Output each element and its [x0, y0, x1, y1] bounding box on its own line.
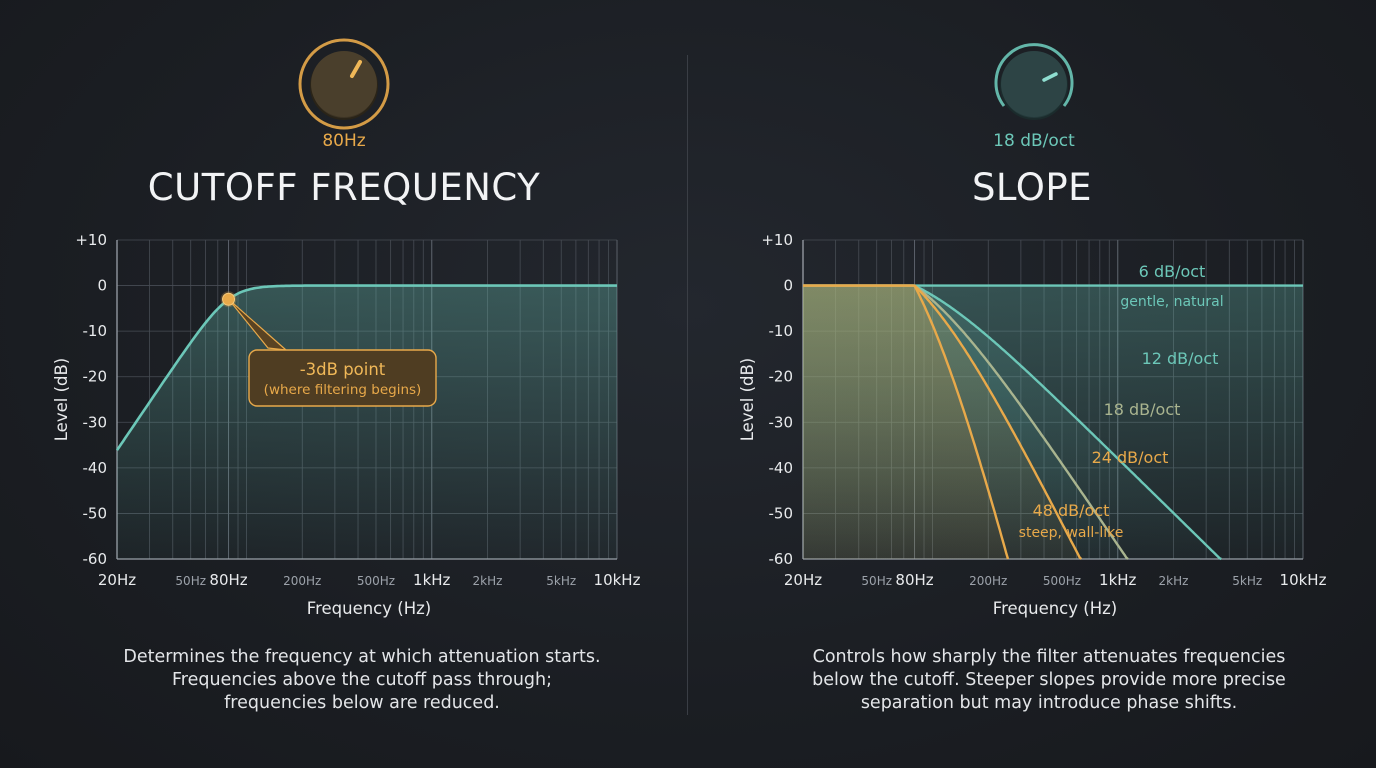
series-label: 12 dB/oct — [1142, 349, 1219, 368]
y-tick-label: -40 — [83, 459, 108, 477]
y-tick-label: -50 — [769, 504, 794, 522]
x-tick-label: 80Hz — [209, 571, 247, 589]
slope-panel: 18 dB/oct SLOPE +10 0 -10 -20 -30 -40 -50 -60 20… — [688, 0, 1376, 768]
x-tick-label: 500Hz — [357, 574, 395, 588]
y-tick-label: +10 — [75, 231, 107, 249]
y-tick-label: 0 — [97, 277, 107, 295]
slope-description-line: Controls how sharply the filter attenuat… — [812, 647, 1286, 667]
y-tick-label: -60 — [769, 550, 794, 568]
x-axis-label: Frequency (Hz) — [993, 599, 1117, 618]
callout-box — [248, 349, 437, 407]
x-tick-label: 2kHz — [473, 574, 503, 588]
cutoff-value: 80Hz — [322, 131, 366, 151]
response-curve — [115, 284, 617, 451]
slope-area — [803, 285, 1008, 559]
x-tick-label: 2kHz — [1159, 574, 1189, 588]
x-tick-label: 50Hz — [175, 574, 206, 588]
cutoff-description-line: Frequencies above the cutoff pass throug… — [171, 670, 553, 690]
series-label: 24 dB/oct — [1092, 448, 1169, 467]
minus-3db-annotation: -3dB point (where filtering begins) — [220, 291, 437, 407]
x-tick-label: 20Hz — [784, 571, 822, 589]
slope-areas — [803, 285, 1303, 559]
series-label: 48 dB/oct — [1033, 501, 1110, 520]
cutoff-description: Determines the frequency at which attenu… — [82, 646, 642, 715]
y-tick-label: -10 — [83, 322, 108, 340]
callout-label: -3dB point — [300, 360, 386, 379]
y-tick-label: -60 — [83, 550, 108, 568]
x-tick-label: 20Hz — [98, 571, 136, 589]
cutoff-title: CUTOFF FREQUENCY — [147, 166, 541, 209]
y-axis-label: Level (dB) — [52, 358, 71, 441]
slope-chart: +10 0 -10 -20 -30 -40 -50 -60 20Hz 50Hz 80Hz 200Hz 5… — [738, 231, 1327, 618]
series-note: gentle, natural — [1120, 294, 1223, 310]
minus-3db-point — [222, 292, 236, 306]
slope-description: Controls how sharply the filter attenuat… — [769, 646, 1329, 715]
y-tick-label: -10 — [769, 322, 794, 340]
y-tick-label: -30 — [769, 413, 794, 431]
x-tick-label: 10kHz — [594, 571, 641, 589]
cutoff-description-line: Determines the frequency at which attenu… — [123, 647, 601, 667]
slope-curve — [803, 284, 1010, 560]
slope-title: SLOPE — [971, 166, 1093, 209]
x-tick-label: 5kHz — [1232, 574, 1262, 588]
series-label: 6 dB/oct — [1139, 262, 1206, 281]
x-tick-label: 200Hz — [969, 574, 1007, 588]
y-tick-label: 0 — [783, 277, 793, 295]
response-area — [117, 285, 617, 559]
series-label: 18 dB/oct — [1104, 400, 1181, 419]
x-tick-label: 10kHz — [1280, 571, 1327, 589]
x-tick-label: 50Hz — [861, 574, 892, 588]
x-tick-label: 5kHz — [546, 574, 576, 588]
x-tick-label: 200Hz — [283, 574, 321, 588]
cutoff-panel: 80Hz CUTOFF FREQUENCY +10 0 -10 -20 -30 -40 -5… — [52, 36, 642, 715]
callout-pointer — [228, 298, 288, 351]
cutoff-description-line: frequencies below are reduced. — [224, 693, 500, 713]
slope-lines — [803, 284, 1303, 561]
x-tick-label: 1kHz — [413, 571, 451, 589]
x-tick-label: 500Hz — [1043, 574, 1081, 588]
x-axis-label: Frequency (Hz) — [307, 599, 431, 618]
callout-sublabel: (where filtering begins) — [264, 382, 422, 398]
y-tick-label: -50 — [83, 504, 108, 522]
y-tick-label: -40 — [769, 459, 794, 477]
slope-knob-icon[interactable] — [986, 36, 1082, 132]
panel-divider — [687, 55, 688, 715]
y-tick-label: -20 — [83, 368, 108, 386]
cutoff-chart: +10 0 -10 -20 -30 -40 -50 -60 20Hz 50Hz 80Hz 200Hz 5… — [52, 231, 641, 618]
series-note: steep, wall-like — [1019, 525, 1124, 541]
y-tick-label: +10 — [761, 231, 793, 249]
slope-description-line: below the cutoff. Steeper slopes provide… — [812, 670, 1286, 690]
y-tick-label: -30 — [83, 413, 108, 431]
x-tick-label: 1kHz — [1099, 571, 1137, 589]
cutoff-knob-icon[interactable] — [296, 36, 392, 132]
slope-value: 18 dB/oct — [993, 131, 1075, 151]
y-axis-label: Level (dB) — [738, 358, 757, 441]
slope-description-line: separation but may introduce phase shift… — [860, 693, 1238, 713]
y-tick-label: -20 — [769, 368, 794, 386]
x-tick-label: 80Hz — [895, 571, 933, 589]
